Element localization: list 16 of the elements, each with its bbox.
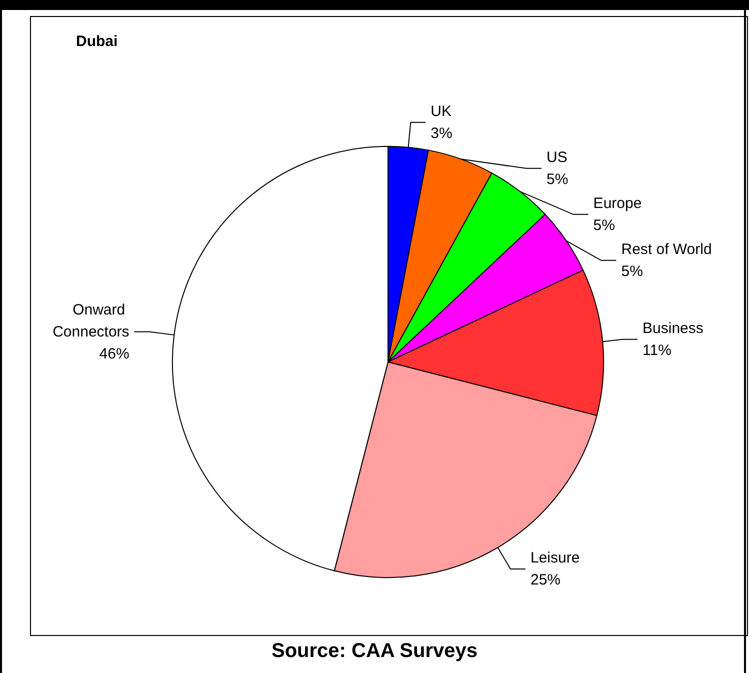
slice-label: Onward Connectors <box>52 301 130 340</box>
slice-label: US <box>546 148 568 166</box>
data-label: 5% <box>546 170 568 188</box>
data-label: 3% <box>430 124 452 142</box>
slice-label: Europe <box>593 194 642 212</box>
data-label: 46% <box>99 345 130 362</box>
source-note: Source: CAA Surveys <box>270 640 478 663</box>
data-label: 5% <box>593 216 615 234</box>
data-label: 11% <box>642 342 672 359</box>
slice-label: UK <box>430 102 452 120</box>
data-label: 25% <box>530 572 561 589</box>
data-label: 5% <box>621 262 643 280</box>
slice-label: Rest of World <box>621 240 712 258</box>
chart-title: Dubai <box>76 33 118 50</box>
slice-label: Business <box>642 320 704 337</box>
slice-label: Leisure <box>530 550 580 567</box>
